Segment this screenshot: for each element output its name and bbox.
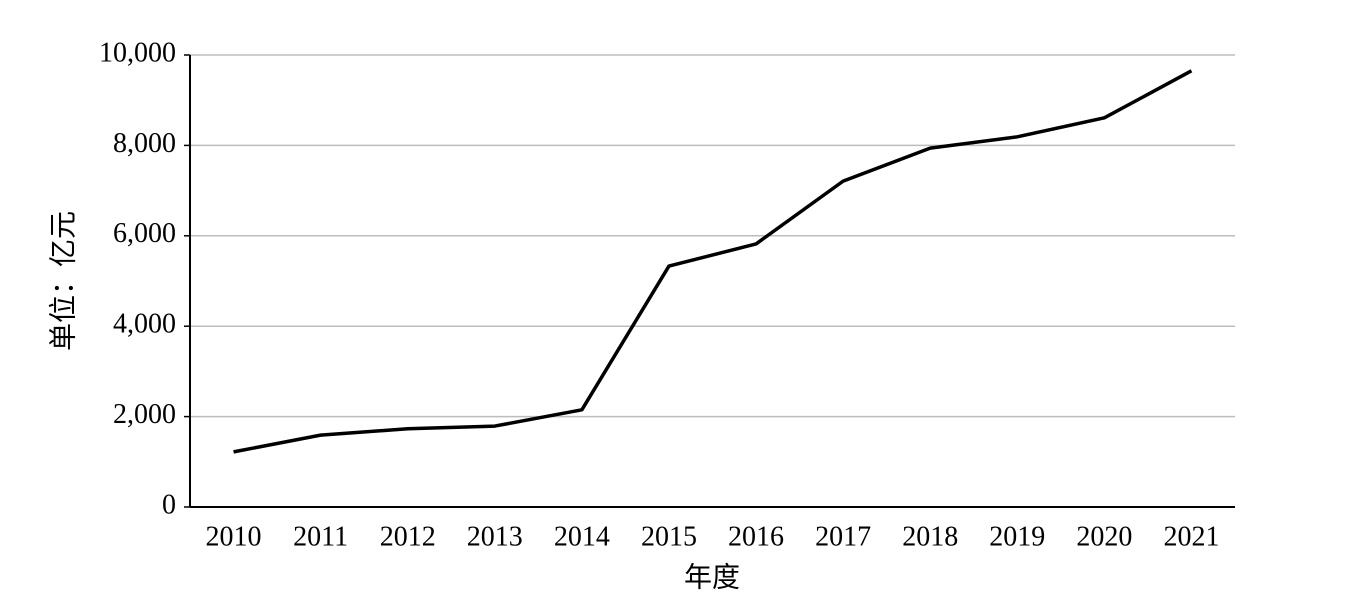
x-tick-label: 2021 <box>1163 521 1219 552</box>
y-tick-label: 6,000 <box>113 218 176 249</box>
y-tick-label: 10,000 <box>99 37 176 68</box>
line <box>233 69 1193 454</box>
x-axis-label: 年度 <box>684 561 740 593</box>
y-axis-label: 单位：亿元 <box>47 211 79 351</box>
y-tick-label: 0 <box>162 489 176 520</box>
x-tick-label: 2011 <box>293 521 348 552</box>
x-tick-label: 2017 <box>815 521 871 552</box>
x-tick-label: 2019 <box>989 521 1045 552</box>
x-tick-label: 2010 <box>206 521 262 552</box>
x-tick-label: 2016 <box>728 521 784 552</box>
x-tick-label: 2015 <box>641 521 697 552</box>
x-tick-label: 2018 <box>902 521 958 552</box>
x-tick-label: 2013 <box>467 521 523 552</box>
y-tick-label: 4,000 <box>113 309 176 340</box>
x-tick-label: 2012 <box>380 521 436 552</box>
y-tick-label: 2,000 <box>113 399 176 430</box>
x-tick-label: 2014 <box>554 521 610 552</box>
x-tick-label: 2020 <box>1076 521 1132 552</box>
y-tick-label: 8,000 <box>113 128 176 159</box>
